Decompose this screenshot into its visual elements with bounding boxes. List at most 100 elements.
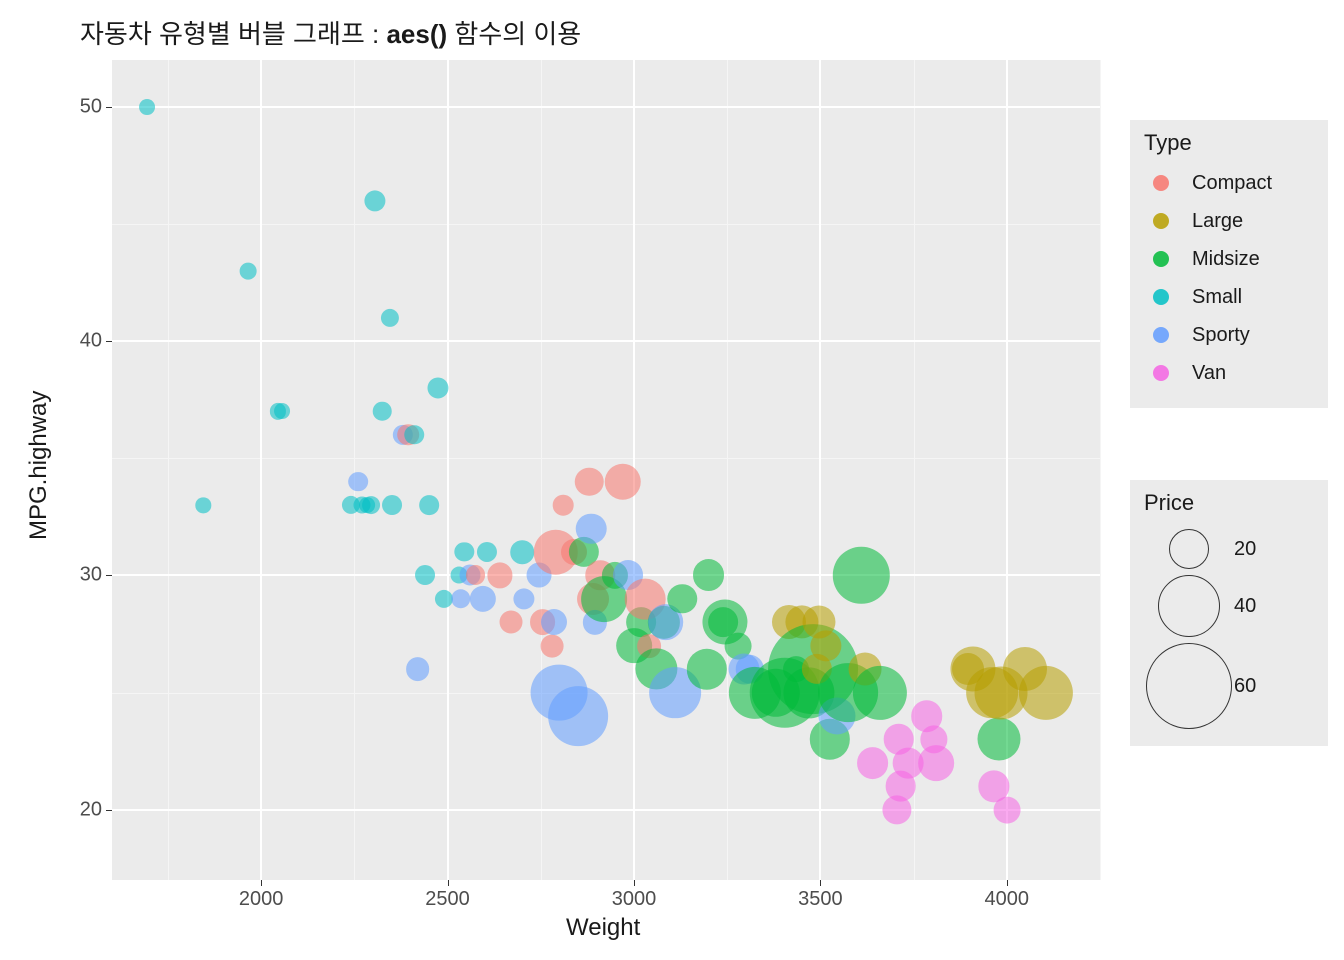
bubble-point [686, 649, 726, 689]
y-tick-mark [106, 575, 112, 576]
bubble-point [274, 403, 290, 419]
bubble-point [406, 657, 430, 681]
x-tick-label: 3500 [798, 888, 843, 911]
legend-size-title: Price [1144, 490, 1314, 516]
legend-size-cell [1144, 575, 1234, 637]
bubble-point [362, 496, 380, 514]
grid-minor-x [354, 60, 355, 880]
bubble-point [668, 584, 697, 613]
legend-dot-icon [1153, 327, 1169, 343]
bubble-point [853, 665, 907, 719]
legend-size-label: 40 [1234, 595, 1256, 618]
bubble-point [477, 542, 497, 562]
bubble-point [576, 513, 607, 544]
bubble-point [499, 611, 522, 634]
grid-major-x [260, 60, 262, 880]
bubble-point [419, 495, 439, 515]
legend-swatch [1144, 242, 1178, 276]
chart-title-bold: aes() [386, 19, 447, 49]
legend-type-label: Van [1192, 362, 1226, 385]
bubble-point [605, 463, 642, 500]
legend-swatch [1144, 318, 1178, 352]
legend-size-item: 40 [1144, 572, 1314, 640]
legend-type-label: Sporty [1192, 324, 1250, 347]
legend-dot-icon [1153, 251, 1169, 267]
chart-container: 자동차 유형별 버블 그래프 : aes() 함수의 이용 Weight MPG… [0, 0, 1344, 960]
legend-size-label: 60 [1234, 675, 1256, 698]
legend-size-item: 20 [1144, 526, 1314, 572]
legend-type-label: Midsize [1192, 248, 1260, 271]
legend-type-title: Type [1144, 130, 1314, 156]
legend-dot-icon [1153, 289, 1169, 305]
y-tick-label: 40 [80, 330, 102, 353]
plot-panel [112, 60, 1100, 880]
y-tick-label: 50 [80, 95, 102, 118]
legend-size-item: 60 [1144, 640, 1314, 732]
grid-minor-x [168, 60, 169, 880]
bubble-point [1019, 665, 1073, 719]
bubble-point [487, 563, 512, 588]
legend-swatch [1144, 166, 1178, 200]
legend-swatch [1144, 280, 1178, 314]
bubble-point [451, 589, 471, 609]
bubble-point [553, 495, 574, 516]
legend-size-label: 20 [1234, 538, 1256, 561]
bubble-point [541, 634, 564, 657]
grid-major-y [112, 340, 1100, 342]
legend-type-item: Small [1144, 280, 1314, 314]
bubble-point [415, 565, 435, 585]
legend-type-label: Compact [1192, 172, 1272, 195]
bubble-point [404, 425, 424, 445]
bubble-point [833, 547, 889, 603]
bubble-point [510, 540, 534, 564]
legend-size-circle-icon [1158, 575, 1220, 637]
legend-swatch [1144, 356, 1178, 390]
bubble-point [575, 467, 604, 496]
legend-size-cell [1144, 529, 1234, 569]
bubble-point [196, 497, 211, 512]
bubble-point [381, 309, 399, 327]
legend-size-circle-icon [1169, 529, 1209, 569]
bubble-point [857, 747, 889, 779]
legend-type-label: Small [1192, 286, 1242, 309]
bubble-point [978, 718, 1021, 761]
legend-size: Price 20 40 60 [1130, 480, 1328, 746]
bubble-point [541, 609, 567, 635]
y-axis-title: MPG.highway [25, 391, 53, 540]
chart-title: 자동차 유형별 버블 그래프 : aes() 함수의 이용 [80, 14, 581, 51]
bubble-point [139, 99, 155, 115]
x-tick-mark [634, 880, 635, 886]
grid-minor-x [541, 60, 542, 880]
grid-minor-x [727, 60, 728, 880]
legend-dot-icon [1153, 175, 1169, 191]
x-tick-label: 2000 [239, 888, 284, 911]
legend-type-item: Sporty [1144, 318, 1314, 352]
x-tick-mark [1007, 880, 1008, 886]
bubble-point [373, 402, 392, 421]
bubble-point [240, 262, 257, 279]
bubble-point [455, 542, 474, 561]
y-tick-mark [106, 810, 112, 811]
y-tick-mark [106, 341, 112, 342]
chart-title-suffix: 함수의 이용 [447, 19, 581, 49]
y-tick-label: 30 [80, 564, 102, 587]
legend-size-cell [1144, 643, 1234, 729]
x-tick-mark [261, 880, 262, 886]
bubble-point [548, 686, 608, 746]
bubble-point [993, 796, 1020, 823]
y-tick-mark [106, 107, 112, 108]
y-tick-label: 20 [80, 798, 102, 821]
legend-type: Type CompactLargeMidsizeSmallSportyVan [1130, 120, 1328, 408]
legend-type-item: Van [1144, 356, 1314, 390]
x-axis-title: Weight [566, 914, 640, 942]
x-tick-label: 3000 [612, 888, 657, 911]
legend-size-circle-icon [1146, 643, 1232, 729]
grid-major-y [112, 106, 1100, 108]
legend-type-item: Compact [1144, 166, 1314, 200]
x-tick-mark [448, 880, 449, 886]
grid-major-y [112, 809, 1100, 811]
grid-major-x [447, 60, 449, 880]
legend-type-item: Midsize [1144, 242, 1314, 276]
bubble-point [428, 377, 449, 398]
x-tick-label: 2500 [425, 888, 470, 911]
